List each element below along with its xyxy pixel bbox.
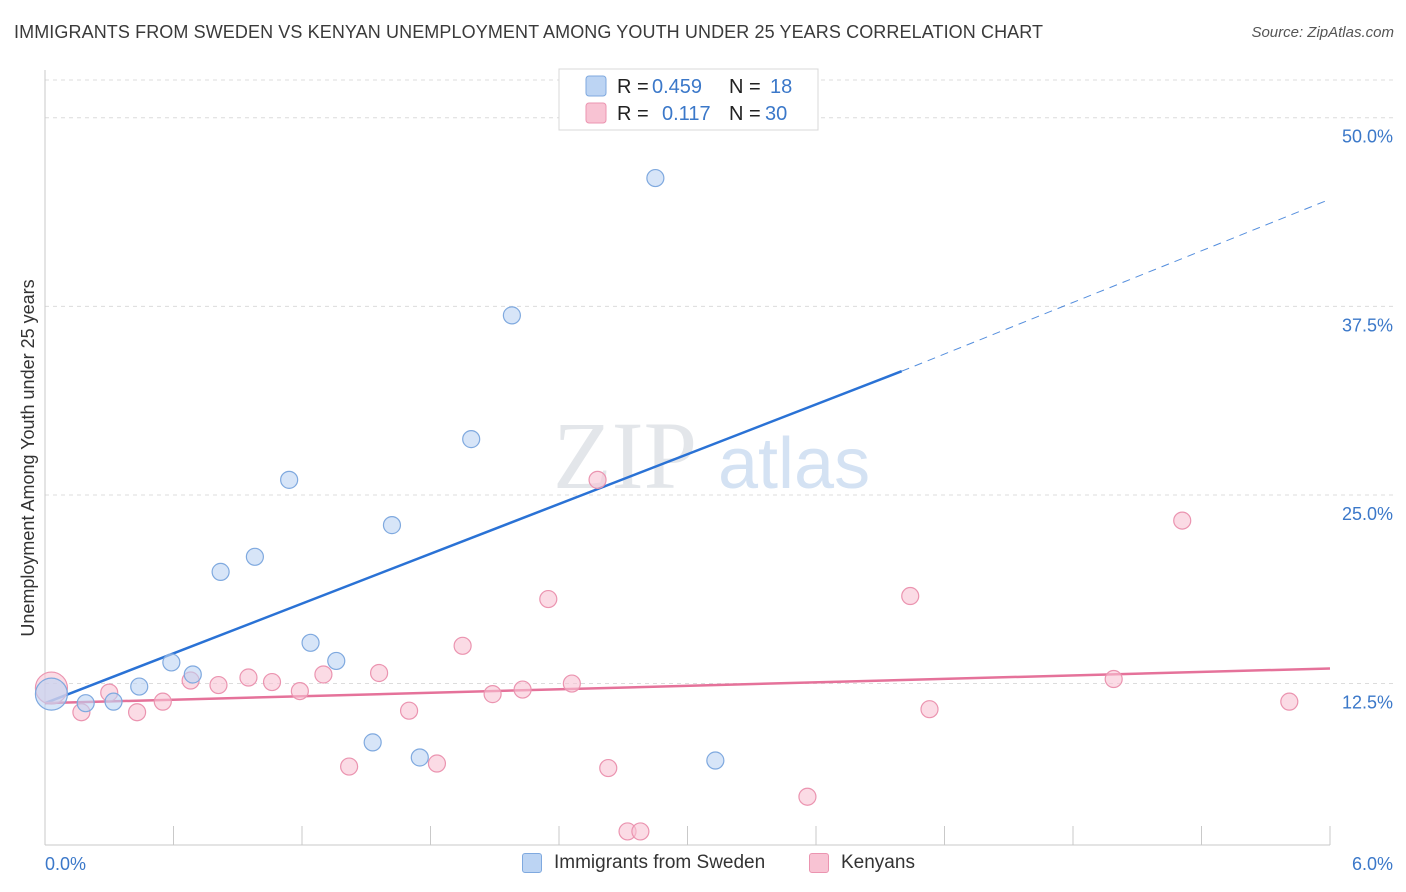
point-sweden-0	[34, 677, 69, 711]
y-tick-label-2: 37.5%	[1342, 315, 1393, 335]
point-kenyans-15	[453, 636, 472, 655]
point-sweden-7	[245, 547, 264, 566]
x-tick-label-min: 0.0%	[45, 854, 86, 874]
point-sweden-11	[363, 733, 382, 752]
bottom-legend-label-kenyans: Kenyans	[841, 852, 915, 873]
watermark-zip: ZIP	[553, 402, 697, 509]
point-kenyans-13	[399, 701, 419, 720]
gridlines	[45, 79, 1393, 685]
point-kenyans-7	[239, 668, 258, 687]
point-sweden-17	[706, 751, 725, 770]
point-sweden-10	[327, 651, 346, 671]
watermark: ZIP atlas	[553, 402, 870, 509]
point-sweden-9	[301, 633, 320, 652]
point-kenyans-4	[153, 692, 172, 711]
trend-line-sweden	[44, 370, 903, 705]
point-kenyans-27	[1104, 669, 1123, 689]
point-sweden-6	[211, 562, 230, 581]
bottom-legend-swatch-kenyans	[809, 853, 829, 873]
point-kenyans-23	[631, 822, 650, 841]
legend-r-label-2: R =	[617, 103, 649, 125]
point-kenyans-28	[1173, 511, 1192, 530]
point-sweden-12	[382, 516, 402, 535]
y-axis-title: Unemployment Among Youth under 25 years	[18, 279, 38, 636]
bottom-legend-label-sweden: Immigrants from Sweden	[554, 852, 766, 873]
point-sweden-13	[410, 748, 429, 767]
y-tick-label-1: 25.0%	[1342, 504, 1393, 524]
point-kenyans-6	[209, 675, 228, 695]
trend-line-sweden-extension	[901, 198, 1331, 372]
correlation-legend: R = 0.459 N = 18 R = 0.117 N = 30	[558, 68, 819, 131]
legend-r-value-2: 0.117	[662, 103, 711, 125]
point-kenyans-10	[314, 665, 333, 684]
point-kenyans-16	[483, 685, 502, 704]
data-points	[34, 168, 1299, 841]
bottom-legend-sweden: Immigrants from Sweden	[522, 852, 765, 874]
legend-n-label-2: N =	[729, 103, 761, 125]
legend-swatch-sweden	[585, 75, 607, 97]
x-axis-ticks	[173, 826, 1331, 845]
point-sweden-4	[162, 653, 181, 672]
point-kenyans-3	[127, 703, 147, 722]
point-sweden-2	[104, 692, 123, 711]
legend-r-label-1: R =	[617, 76, 649, 98]
point-kenyans-19	[562, 674, 581, 693]
point-kenyans-24	[798, 787, 817, 806]
point-sweden-1	[76, 694, 95, 713]
point-sweden-16	[646, 168, 665, 188]
point-kenyans-29	[1280, 692, 1299, 711]
bottom-legend-kenyans: Kenyans	[809, 852, 915, 874]
chart-title: IMMIGRANTS FROM SWEDEN VS KENYAN UNEMPLO…	[14, 22, 1044, 42]
point-kenyans-11	[340, 757, 359, 776]
legend-n-label-1: N =	[729, 76, 761, 98]
point-kenyans-25	[901, 586, 920, 606]
point-kenyans-9	[290, 681, 309, 701]
point-kenyans-8	[262, 672, 282, 692]
point-kenyans-26	[920, 700, 939, 719]
point-kenyans-21	[599, 758, 618, 778]
point-sweden-14	[462, 430, 481, 449]
point-kenyans-20	[588, 470, 607, 489]
legend-n-value-1: 18	[770, 76, 792, 98]
y-tick-label-3: 50.0%	[1342, 127, 1393, 147]
source-credit: Source: ZipAtlas.com	[1251, 24, 1394, 41]
y-axis-tick-labels: 12.5% 25.0% 37.5% 50.0%	[1342, 127, 1393, 713]
trend-line-kenyans	[44, 667, 1331, 705]
point-sweden-5	[183, 665, 202, 684]
point-kenyans-17	[513, 680, 532, 699]
y-tick-label-0: 12.5%	[1342, 693, 1393, 713]
legend-swatch-kenyans	[585, 102, 607, 124]
watermark-atlas: atlas	[718, 424, 870, 504]
point-kenyans-12	[370, 663, 389, 683]
legend-n-value-2: 30	[765, 103, 787, 125]
point-sweden-8	[280, 470, 299, 489]
x-tick-label-max: 6.0%	[1352, 854, 1393, 874]
legend-r-value-1: 0.459	[652, 76, 702, 98]
point-sweden-15	[502, 306, 521, 325]
point-kenyans-18	[539, 589, 558, 609]
point-sweden-3	[130, 677, 149, 696]
bottom-legend-swatch-sweden	[522, 853, 542, 873]
point-kenyans-14	[427, 754, 447, 773]
